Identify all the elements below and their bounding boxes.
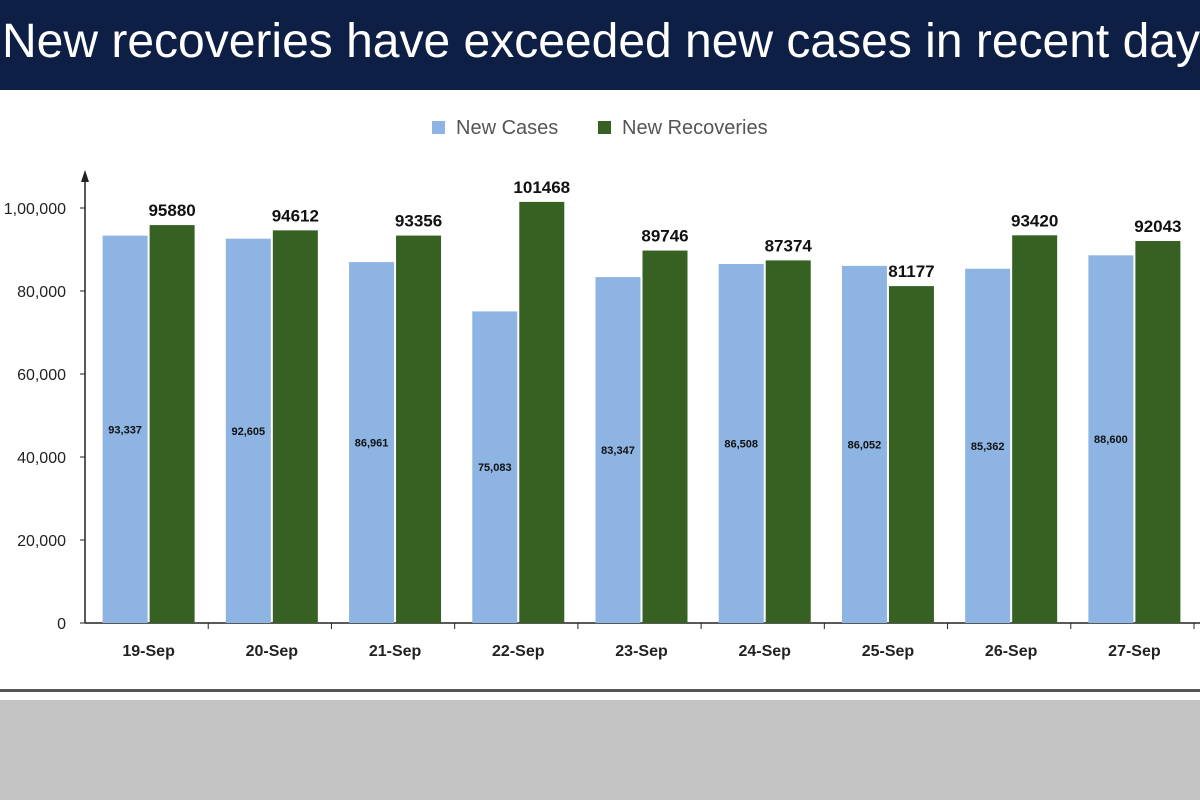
legend-label-new-cases: New Cases [456,117,558,139]
data-label-new-cases: 93,337 [108,424,142,436]
bar-new-cases [965,268,1011,623]
y-tick-label: 40,000 [17,450,66,467]
x-category-label: 19-Sep [122,643,175,660]
data-label-new-cases: 75,083 [478,462,512,474]
data-label-new-recoveries: 93356 [395,212,442,231]
bar-new-recoveries [1135,241,1181,623]
chart-slide: New recoveries have exceeded new cases i… [0,0,1200,700]
y-tick-label: 60,000 [17,367,66,384]
bar-new-recoveries [765,260,811,623]
bar-new-recoveries [642,250,688,624]
bar-new-recoveries [888,286,934,623]
bar-new-recoveries [1012,235,1058,623]
data-label-new-cases: 86,961 [355,438,389,450]
x-category-label: 25-Sep [862,643,915,660]
x-category-label: 27-Sep [1108,643,1161,660]
bar-new-cases [102,235,148,624]
legend-swatch-new-recoveries [598,121,611,134]
data-label-new-cases: 83,347 [601,445,635,457]
data-label-new-cases: 86,508 [724,438,758,450]
data-label-new-cases: 85,362 [971,441,1005,453]
data-label-new-cases: 88,600 [1094,434,1128,446]
bar-new-cases [1088,255,1134,623]
bar-new-recoveries [149,225,195,623]
x-category-label: 22-Sep [492,643,545,660]
data-label-new-recoveries: 89746 [641,227,688,246]
bar-new-cases [718,263,764,623]
bar-new-cases [349,262,395,623]
y-axis-arrow [81,170,89,182]
data-label-new-recoveries: 92043 [1134,217,1181,236]
title-bar: New recoveries have exceeded new cases i… [0,0,1200,90]
data-label-new-recoveries: 94612 [272,206,319,225]
x-category-label: 21-Sep [369,643,422,660]
bottom-band [0,700,1200,800]
bar-new-recoveries [272,230,318,623]
legend-label-new-recoveries: New Recoveries [622,117,768,139]
y-tick-label: 20,000 [17,533,66,550]
x-category-label: 23-Sep [615,643,668,660]
bar-new-cases [472,311,518,623]
data-label-new-recoveries: 93420 [1011,211,1058,230]
bottom-divider [0,689,1200,692]
x-category-label: 24-Sep [738,643,791,660]
data-label-new-recoveries: 95880 [148,201,195,220]
x-category-label: 20-Sep [246,643,299,660]
data-label-new-recoveries: 87374 [765,236,813,255]
bar-new-cases [595,277,641,623]
legend-swatch-new-cases [432,121,445,134]
data-label-new-recoveries: 81177 [888,262,934,281]
data-label-new-cases: 86,052 [848,439,882,451]
bar-new-recoveries [519,201,565,623]
y-tick-label: 80,000 [17,284,66,301]
bar-new-cases [225,238,271,623]
bar-new-cases [841,265,887,623]
slide-title: New recoveries have exceeded new cases i… [2,15,1200,68]
bar-chart: New Cases New Recoveries 0 20,000 40,000 60,0… [4,117,1200,660]
y-tick-label: 1,00,000 [4,201,66,218]
x-category-label: 26-Sep [985,643,1038,660]
y-tick-label: 0 [57,616,66,633]
bar-new-recoveries [396,235,442,623]
data-label-new-cases: 92,605 [232,426,266,438]
data-label-new-recoveries: 101468 [513,178,570,197]
